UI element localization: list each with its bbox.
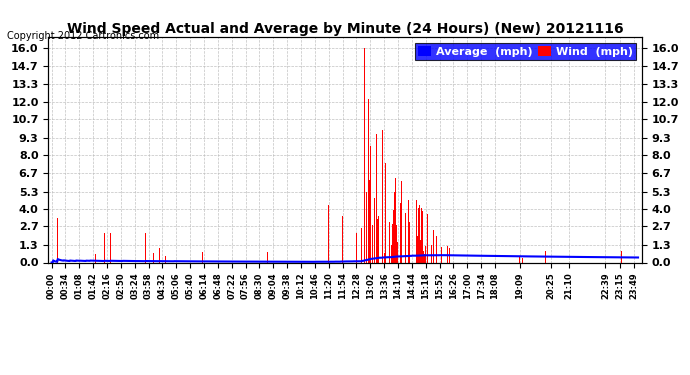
Title: Wind Speed Actual and Average by Minute (24 Hours) (New) 20121116: Wind Speed Actual and Average by Minute … [67,22,623,36]
Text: Copyright 2012 Cartronics.com: Copyright 2012 Cartronics.com [7,32,159,41]
Legend: Average  (mph), Wind  (mph): Average (mph), Wind (mph) [415,43,636,60]
